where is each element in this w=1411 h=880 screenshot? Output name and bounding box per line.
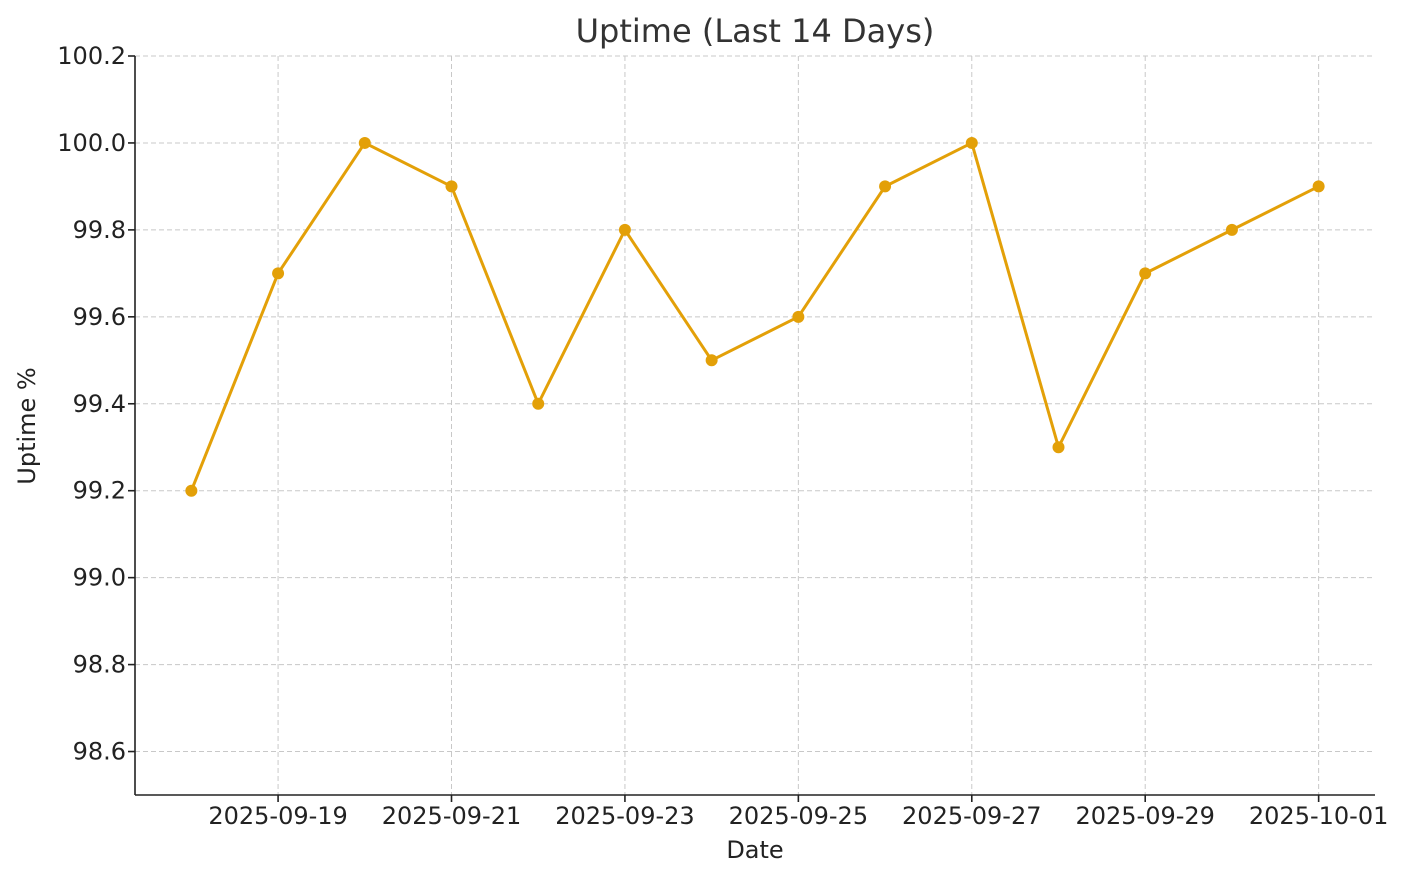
y-tick-label: 99.0 bbox=[73, 564, 126, 592]
uptime-data-point bbox=[445, 180, 458, 193]
uptime-data-point bbox=[705, 354, 718, 367]
x-tick-label: 2025-09-21 bbox=[382, 802, 521, 830]
uptime-data-point bbox=[1312, 180, 1325, 193]
uptime-data-point bbox=[879, 180, 892, 193]
uptime-data-point bbox=[1052, 441, 1065, 454]
uptime-data-point bbox=[792, 310, 805, 323]
uptime-data-point bbox=[532, 397, 545, 410]
uptime-data-point bbox=[185, 484, 198, 497]
x-tick-label: 2025-10-01 bbox=[1249, 802, 1388, 830]
uptime-data-point bbox=[618, 223, 631, 236]
x-tick-label: 2025-09-23 bbox=[555, 802, 694, 830]
y-tick-label: 99.2 bbox=[73, 477, 126, 505]
axes-layer bbox=[128, 55, 1375, 802]
x-tick-label: 2025-09-29 bbox=[1075, 802, 1214, 830]
y-axis-label: Uptime % bbox=[13, 367, 41, 484]
x-tick-label: 2025-09-27 bbox=[902, 802, 1041, 830]
y-tick-label: 99.6 bbox=[73, 303, 126, 331]
uptime-data-point bbox=[358, 136, 371, 149]
y-tick-label: 98.8 bbox=[73, 651, 126, 679]
uptime-data-point bbox=[965, 136, 978, 149]
uptime-series-line bbox=[189, 141, 1320, 492]
y-tick-label: 100.0 bbox=[57, 129, 126, 157]
uptime-data-point bbox=[1225, 223, 1238, 236]
y-tick-label: 99.4 bbox=[73, 390, 126, 418]
series-layer bbox=[185, 136, 1325, 497]
x-tick-labels: 2025-09-19 2025-09-21 2025-09-23 2025-09-25… bbox=[208, 802, 1388, 830]
uptime-data-point bbox=[272, 267, 285, 280]
y-tick-label: 99.8 bbox=[73, 216, 126, 244]
y-tick-label: 98.6 bbox=[73, 738, 126, 766]
x-tick-label: 2025-09-19 bbox=[208, 802, 347, 830]
x-tick-label: 2025-09-25 bbox=[729, 802, 868, 830]
chart-title: Uptime (Last 14 Days) bbox=[576, 12, 935, 50]
uptime-data-point bbox=[1139, 267, 1152, 280]
x-axis-label: Date bbox=[726, 836, 783, 864]
y-tick-label: 100.2 bbox=[57, 42, 126, 70]
y-tick-labels: 98.6 98.8 99.0 99.2 99.4 99.6 99.8 100.0 100.2 bbox=[57, 42, 126, 766]
grid-layer bbox=[135, 55, 1375, 795]
